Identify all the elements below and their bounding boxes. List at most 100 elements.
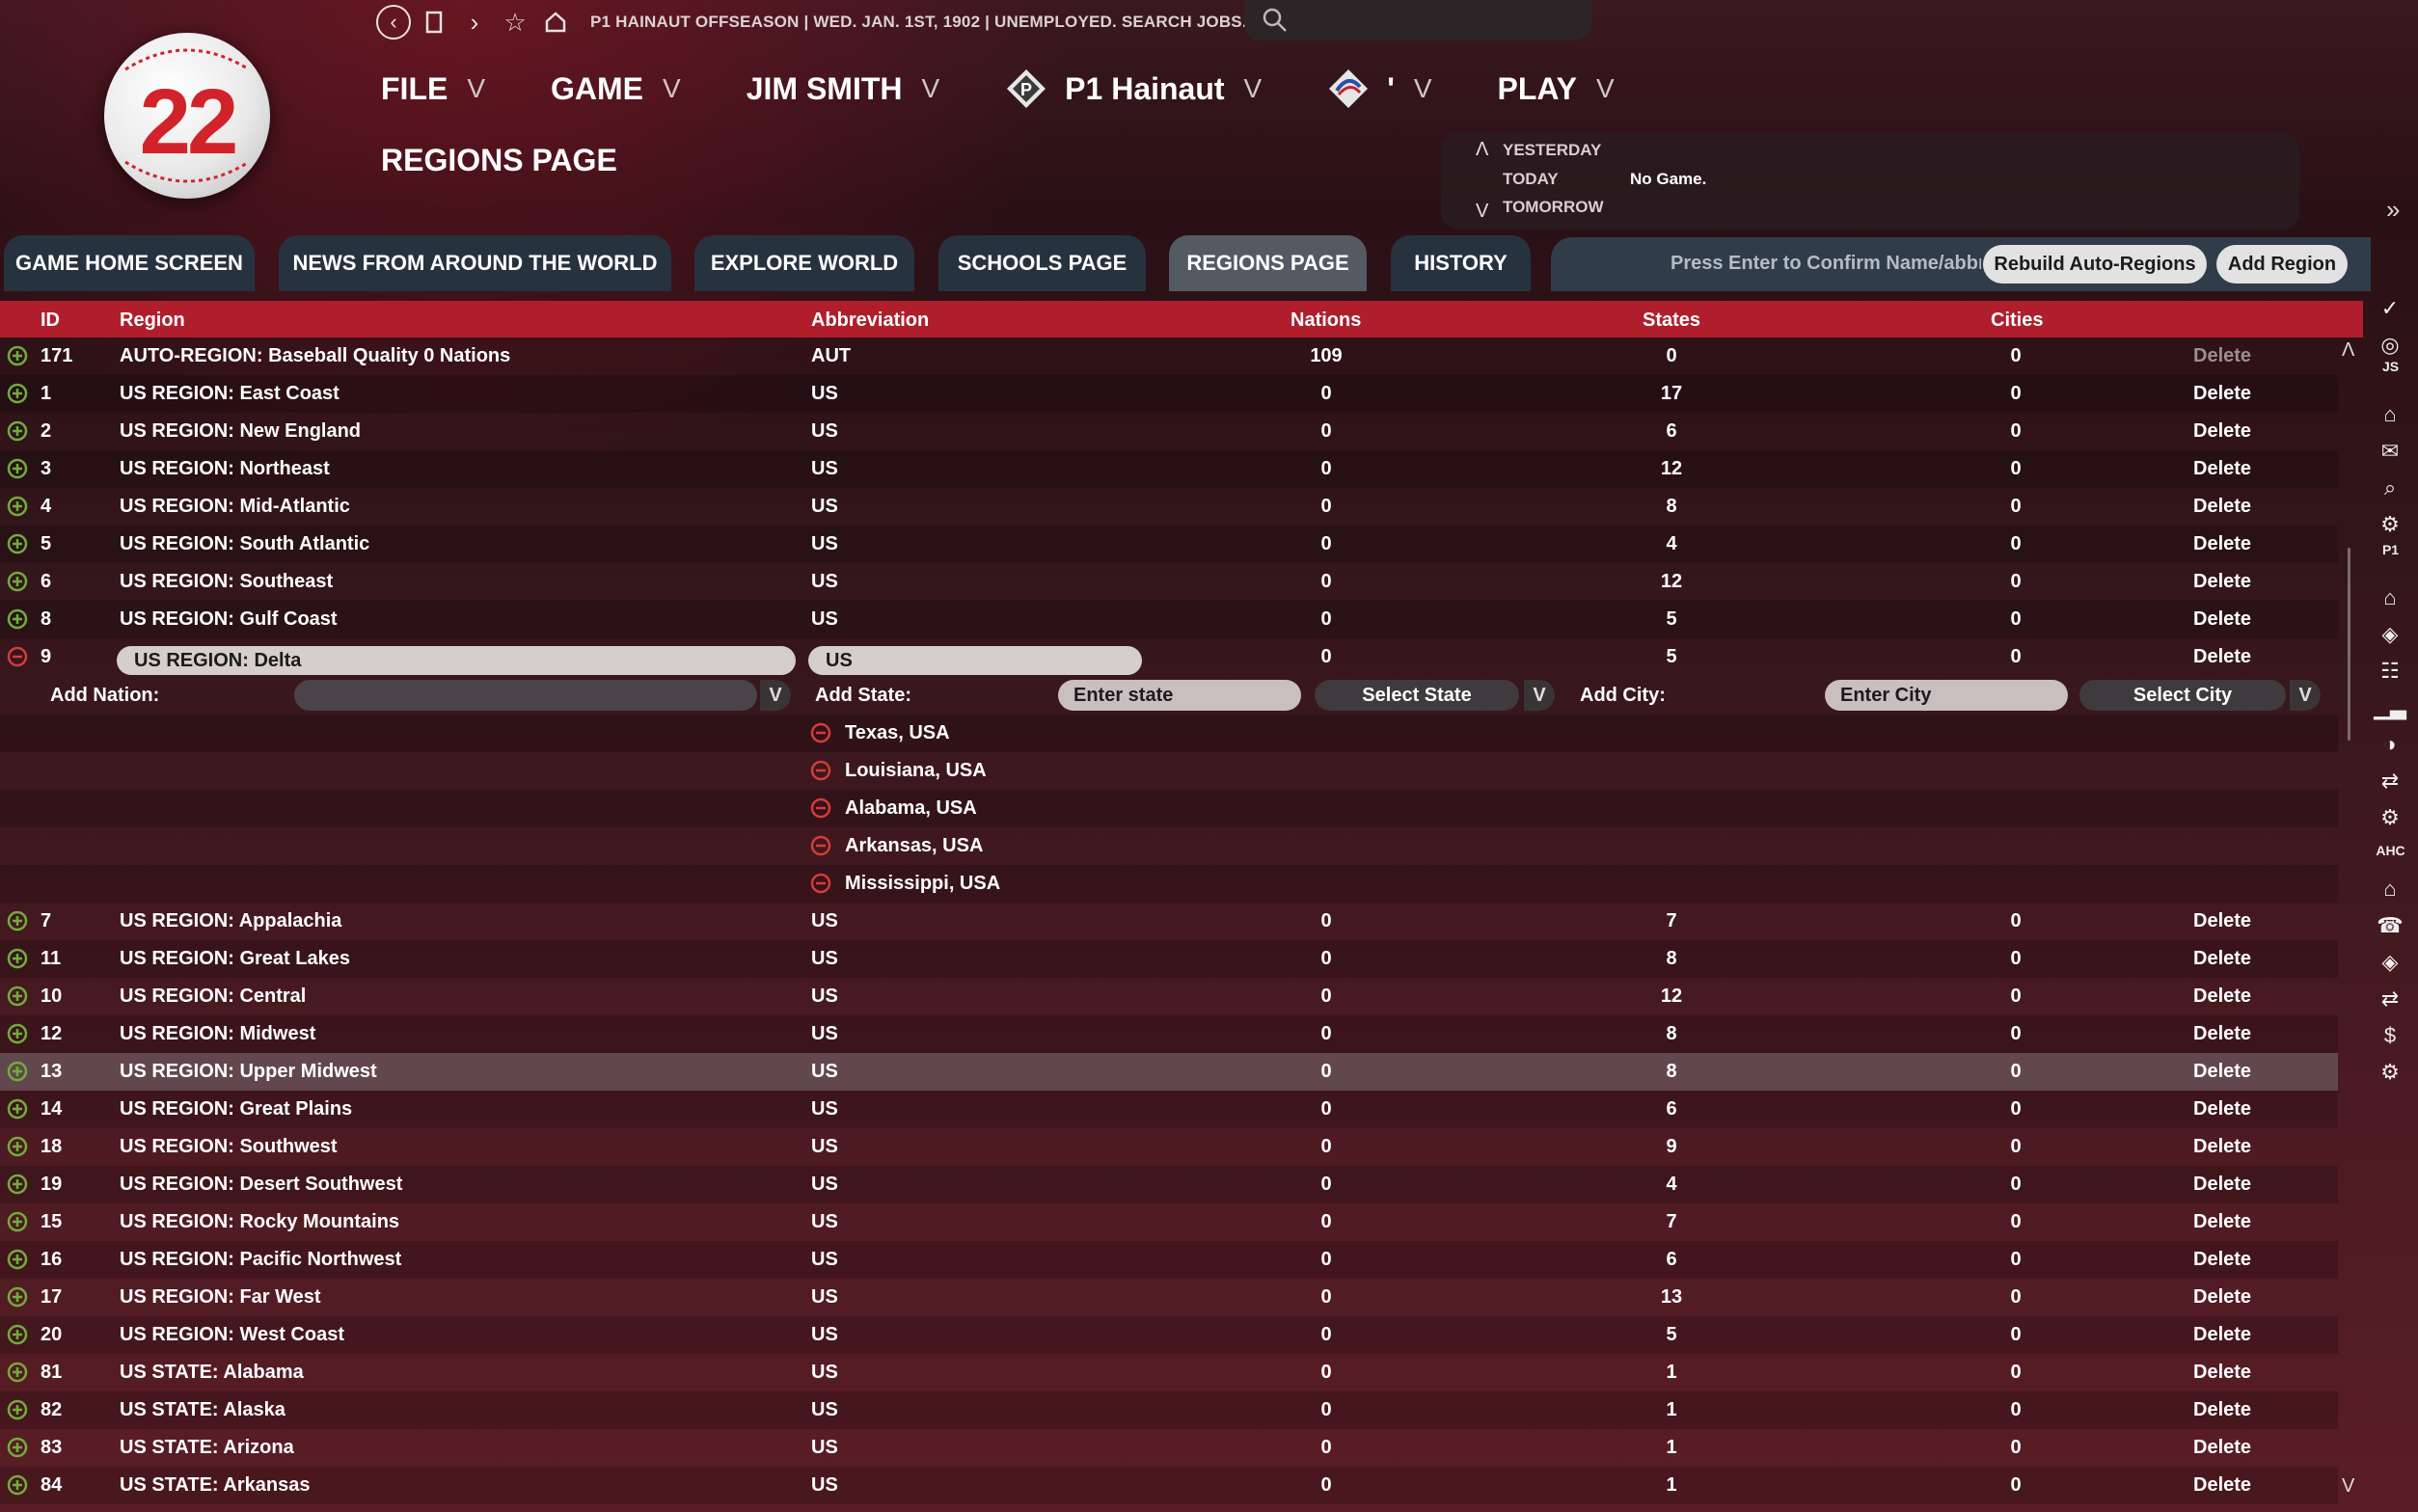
remove-state-icon[interactable]: [810, 873, 831, 894]
delete-button[interactable]: Delete: [2193, 1437, 2252, 1458]
expand-row-icon[interactable]: [7, 1098, 28, 1120]
chevron-down-icon[interactable]: V: [1476, 201, 1489, 222]
expand-row-icon[interactable]: [7, 496, 28, 517]
delete-button[interactable]: Delete: [2193, 420, 2252, 442]
select-city-dropdown[interactable]: Select City: [2079, 680, 2286, 711]
delete-button[interactable]: Delete: [2193, 496, 2252, 517]
table-row[interactable]: 14 US REGION: Great Plains US 0 6 0 Delete: [0, 1091, 2338, 1128]
table-row[interactable]: 15 US REGION: Rocky Mountains US 0 7 0 Delete: [0, 1203, 2338, 1241]
table-row[interactable]: 1 US REGION: East Coast US 0 17 0 Delete: [0, 375, 2338, 413]
status-line[interactable]: P1 HAINAUT OFFSEASON | WED. JAN. 1ST, 19…: [590, 13, 1257, 31]
delete-button[interactable]: Delete: [2193, 910, 2252, 932]
table-row-expanded[interactable]: 9 US REGION: Delta US 0 5 0 Delete: [0, 638, 2338, 676]
delete-button[interactable]: Delete: [2193, 948, 2252, 969]
expand-row-icon[interactable]: [7, 1286, 28, 1308]
table-row[interactable]: 171 AUTO-REGION: Baseball Quality 0 Natio…: [0, 338, 2338, 375]
column-abbreviation[interactable]: Abbreviation: [811, 310, 930, 331]
column-nations[interactable]: Nations: [1291, 310, 1362, 331]
game-logo[interactable]: 22: [104, 33, 270, 199]
collapse-row-icon[interactable]: [7, 646, 28, 667]
delete-button[interactable]: Delete: [2193, 1174, 2252, 1195]
table-row[interactable]: 16 US REGION: Pacific Northwest US 0 6 0 Delet…: [0, 1241, 2338, 1279]
tab-history[interactable]: HISTORY: [1391, 235, 1531, 291]
expand-row-icon[interactable]: [7, 1174, 28, 1195]
remove-state-icon[interactable]: [810, 722, 831, 743]
delete-button[interactable]: Delete: [2193, 458, 2252, 479]
table-row[interactable]: 19 US REGION: Desert Southwest US 0 4 0 Delete: [0, 1166, 2338, 1203]
delete-button[interactable]: Delete: [2193, 1061, 2252, 1082]
gear-icon[interactable]: ⚙: [2380, 1060, 2400, 1084]
table-row[interactable]: 12 US REGION: Midwest US 0 8 0 Delete: [0, 1015, 2338, 1053]
menu-team[interactable]: P P1 Hainaut V: [1005, 68, 1262, 110]
column-region[interactable]: Region: [120, 310, 185, 331]
menu-game[interactable]: GAME V: [551, 71, 681, 107]
delete-button[interactable]: Delete: [2193, 1136, 2252, 1157]
home-icon[interactable]: ⌂: [2383, 402, 2397, 426]
delete-button[interactable]: Delete: [2193, 1023, 2252, 1044]
table-row[interactable]: 20 US REGION: West Coast US 0 5 0 Delete: [0, 1316, 2338, 1354]
day-today[interactable]: TODAY: [1503, 170, 1559, 188]
column-id[interactable]: ID: [41, 310, 60, 331]
table-row[interactable]: 4 US REGION: Mid-Atlantic US 0 8 0 Delete: [0, 488, 2338, 526]
home-icon[interactable]: ⌂: [2383, 585, 2397, 609]
column-cities[interactable]: Cities: [1991, 310, 2044, 331]
chart-icon[interactable]: ▁▃: [2374, 695, 2406, 719]
delete-button[interactable]: Delete: [2193, 383, 2252, 404]
expand-row-icon[interactable]: [7, 1061, 28, 1082]
expand-row-icon[interactable]: [7, 910, 28, 932]
table-row[interactable]: 2 US REGION: New England US 0 6 0 Delete: [0, 413, 2338, 450]
tab-explore-world[interactable]: EXPLORE WORLD: [694, 235, 914, 291]
table-row[interactable]: 8 US REGION: Gulf Coast US 0 5 0 Delete: [0, 601, 2338, 638]
menu-play[interactable]: PLAY V: [1498, 71, 1615, 107]
table-row[interactable]: 13 US REGION: Upper Midwest US 0 8 0 Delete: [0, 1053, 2338, 1091]
expand-row-icon[interactable]: [7, 420, 28, 442]
tab-news-from-around-the-world[interactable]: NEWS FROM AROUND THE WORLD: [279, 235, 671, 291]
delete-button[interactable]: Delete: [2193, 1098, 2252, 1120]
map-pin-icon[interactable]: ◈: [2381, 950, 2399, 974]
table-row[interactable]: 81 US STATE: Alabama US 0 1 0 Delete: [0, 1354, 2338, 1391]
scroll-up-icon[interactable]: Λ: [2342, 339, 2355, 361]
remove-state-icon[interactable]: [810, 835, 831, 856]
tab-regions-page[interactable]: REGIONS PAGE: [1169, 235, 1367, 291]
menu-manager[interactable]: JIM SMITH V: [747, 71, 939, 107]
expand-row-icon[interactable]: [7, 383, 28, 404]
table-row[interactable]: 5 US REGION: South Atlantic US 0 4 0 Delete: [0, 526, 2338, 563]
chevron-down-icon[interactable]: V: [760, 680, 791, 711]
expand-row-icon[interactable]: [7, 986, 28, 1007]
chevron-down-icon[interactable]: V: [2290, 680, 2321, 711]
delete-button[interactable]: Delete: [2193, 646, 2252, 667]
scroll-down-icon[interactable]: V: [2342, 1475, 2355, 1497]
add-region-button[interactable]: Add Region: [2216, 245, 2348, 284]
delete-button[interactable]: Delete: [2193, 1286, 2252, 1308]
delete-button[interactable]: Delete: [2193, 1249, 2252, 1270]
table-row[interactable]: 7 US REGION: Appalachia US 0 7 0 Delete: [0, 903, 2338, 940]
expand-row-icon[interactable]: [7, 1362, 28, 1383]
region-abbreviation-input[interactable]: US: [808, 646, 1142, 675]
search-icon[interactable]: [1262, 7, 1289, 34]
table-row[interactable]: 17 US REGION: Far West US 0 13 0 Delete: [0, 1279, 2338, 1316]
expand-row-icon[interactable]: [7, 608, 28, 630]
expand-row-icon[interactable]: [7, 1437, 28, 1458]
remove-state-icon[interactable]: [810, 760, 831, 781]
table-row[interactable]: 3 US REGION: Northeast US 0 12 0 Delete: [0, 450, 2338, 488]
tab-schools-page[interactable]: SCHOOLS PAGE: [938, 235, 1146, 291]
expand-row-icon[interactable]: [7, 1324, 28, 1345]
remove-state-icon[interactable]: [810, 797, 831, 819]
check-icon[interactable]: ✓: [2380, 296, 2400, 320]
day-tomorrow[interactable]: TOMORROW: [1503, 198, 1604, 216]
expand-row-icon[interactable]: [7, 1249, 28, 1270]
star-icon[interactable]: ☆: [503, 7, 527, 37]
table-row[interactable]: 83 US STATE: Arizona US 0 1 0 Delete: [0, 1429, 2338, 1467]
mail-icon[interactable]: ✉: [2380, 439, 2400, 463]
forward-icon[interactable]: ›: [470, 7, 479, 37]
expand-sidebar-icon[interactable]: »: [2386, 195, 2401, 224]
chevron-up-icon[interactable]: Λ: [1476, 139, 1489, 160]
table-row[interactable]: 18 US REGION: Southwest US 0 9 0 Delete: [0, 1128, 2338, 1166]
table-row[interactable]: 82 US STATE: Alaska US 0 1 0 Delete: [0, 1391, 2338, 1429]
table-row[interactable]: 11 US REGION: Great Lakes US 0 8 0 Delete: [0, 940, 2338, 978]
delete-button[interactable]: Delete: [2193, 1399, 2252, 1420]
expand-row-icon[interactable]: [7, 1211, 28, 1232]
scout-icon[interactable]: ☎: [2377, 913, 2404, 937]
expand-row-icon[interactable]: [7, 948, 28, 969]
map-pin-icon[interactable]: ◈: [2381, 622, 2399, 646]
